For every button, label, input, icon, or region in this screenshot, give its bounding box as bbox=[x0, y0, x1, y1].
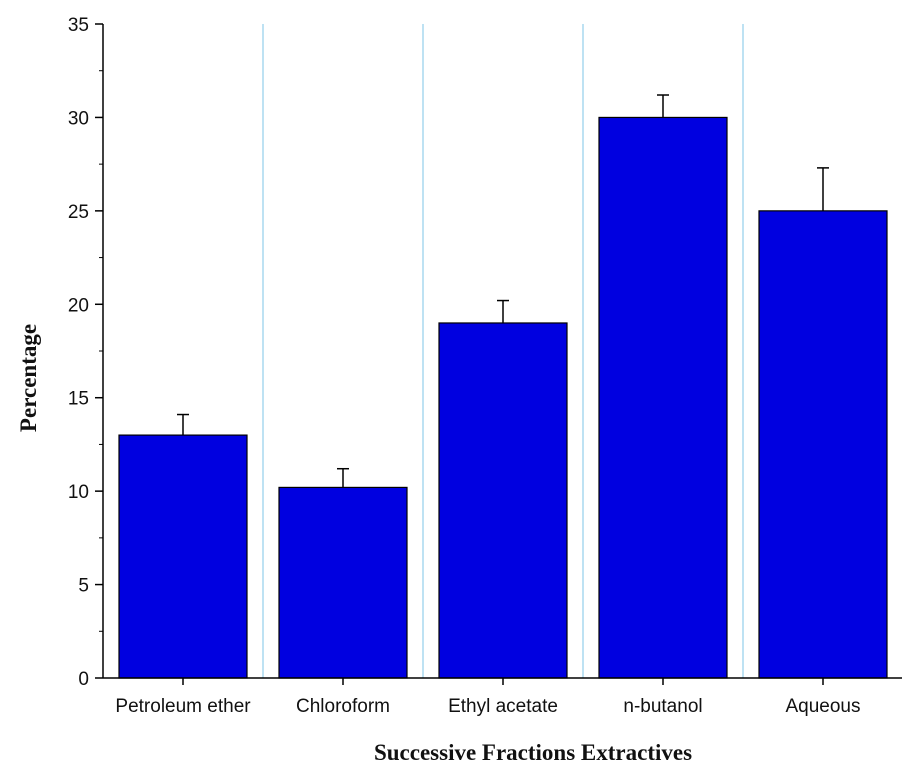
x-axis-tick-labels: Petroleum ether Chloroform Ethyl acetate n-… bbox=[115, 678, 861, 717]
y-tick-label: 35 bbox=[68, 15, 89, 36]
y-tick-label: 25 bbox=[68, 202, 89, 223]
bar bbox=[438, 322, 568, 679]
y-tick-label: 20 bbox=[68, 295, 89, 316]
y-tick-label: 15 bbox=[68, 389, 89, 410]
x-tick-label: Ethyl acetate bbox=[448, 696, 558, 717]
bar bbox=[118, 434, 248, 679]
bars bbox=[118, 116, 888, 679]
bar bbox=[758, 210, 888, 679]
x-tick-label: n-butanol bbox=[623, 696, 702, 717]
y-axis-ticks: 0 5 10 15 20 25 30 35 bbox=[68, 15, 103, 690]
bar bbox=[598, 116, 728, 679]
y-tick-label: 5 bbox=[78, 576, 89, 597]
x-tick-label: Petroleum ether bbox=[115, 696, 251, 717]
bar bbox=[278, 486, 408, 679]
y-tick-label: 10 bbox=[68, 482, 89, 503]
y-axis-title: Percentage bbox=[16, 324, 41, 432]
x-tick-label: Chloroform bbox=[296, 696, 390, 717]
category-separators bbox=[262, 24, 744, 678]
y-tick-label: 30 bbox=[68, 108, 89, 129]
x-axis-title: Successive Fractions Extractives bbox=[374, 740, 692, 765]
y-tick-label: 0 bbox=[78, 669, 89, 690]
x-tick-label: Aqueous bbox=[785, 696, 860, 717]
error-bars bbox=[177, 94, 829, 488]
